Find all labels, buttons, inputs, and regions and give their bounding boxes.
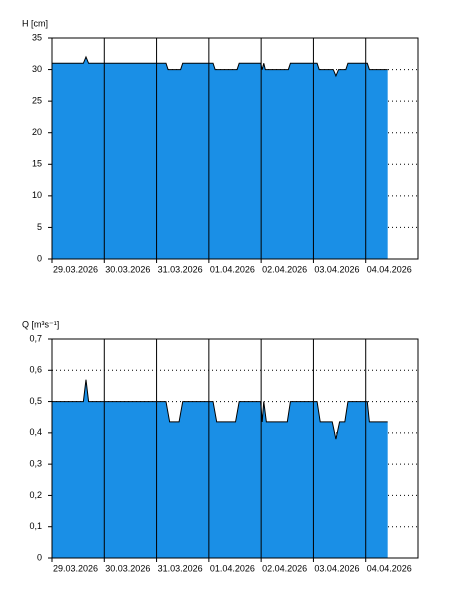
x-tick-label: 29.03.2026 [53, 264, 98, 274]
y-tick-label: 0,5 [29, 396, 42, 406]
x-tick-label: 03.04.2026 [314, 264, 359, 274]
x-tick-label: 01.04.2026 [210, 563, 255, 573]
y-tick-label: 0,3 [29, 459, 42, 469]
x-tick-label: 29.03.2026 [53, 563, 98, 573]
x-tick-label: 04.04.2026 [367, 264, 412, 274]
x-tick-label: 30.03.2026 [105, 563, 150, 573]
x-tick-label: 31.03.2026 [158, 563, 203, 573]
area-outline [52, 55, 388, 78]
x-tick-label: 03.04.2026 [314, 563, 359, 573]
y-tick-label: 0 [37, 552, 42, 562]
x-tick-label: 02.04.2026 [262, 563, 307, 573]
y-axis-label: Q [m³s⁻¹] [22, 319, 59, 329]
y-tick-label: 10 [32, 190, 42, 200]
x-tick-label: 01.04.2026 [210, 264, 255, 274]
y-tick-label: 0,7 [29, 333, 42, 343]
y-tick-label: 0,1 [29, 521, 42, 531]
y-tick-label: 5 [37, 222, 42, 232]
y-tick-label: 0,4 [29, 427, 42, 437]
x-tick-label: 02.04.2026 [262, 264, 307, 274]
y-axis-label: H [cm] [22, 18, 48, 28]
x-tick-label: 31.03.2026 [158, 264, 203, 274]
area [52, 379, 388, 558]
area [52, 56, 388, 259]
y-tick-label: 0,2 [29, 490, 42, 500]
x-tick-label: 30.03.2026 [105, 264, 150, 274]
y-tick-label: 25 [32, 96, 42, 106]
y-tick-label: 20 [32, 127, 42, 137]
plot-frame [51, 338, 419, 559]
y-tick-label: 0 [37, 253, 42, 263]
y-tick-label: 15 [32, 159, 42, 169]
y-tick-label: 30 [32, 64, 42, 74]
x-tick-label: 04.04.2026 [367, 563, 412, 573]
y-tick-label: 35 [32, 32, 42, 42]
plot-frame [51, 37, 419, 260]
y-tick-label: 0,6 [29, 365, 42, 375]
area-outline [52, 379, 388, 440]
